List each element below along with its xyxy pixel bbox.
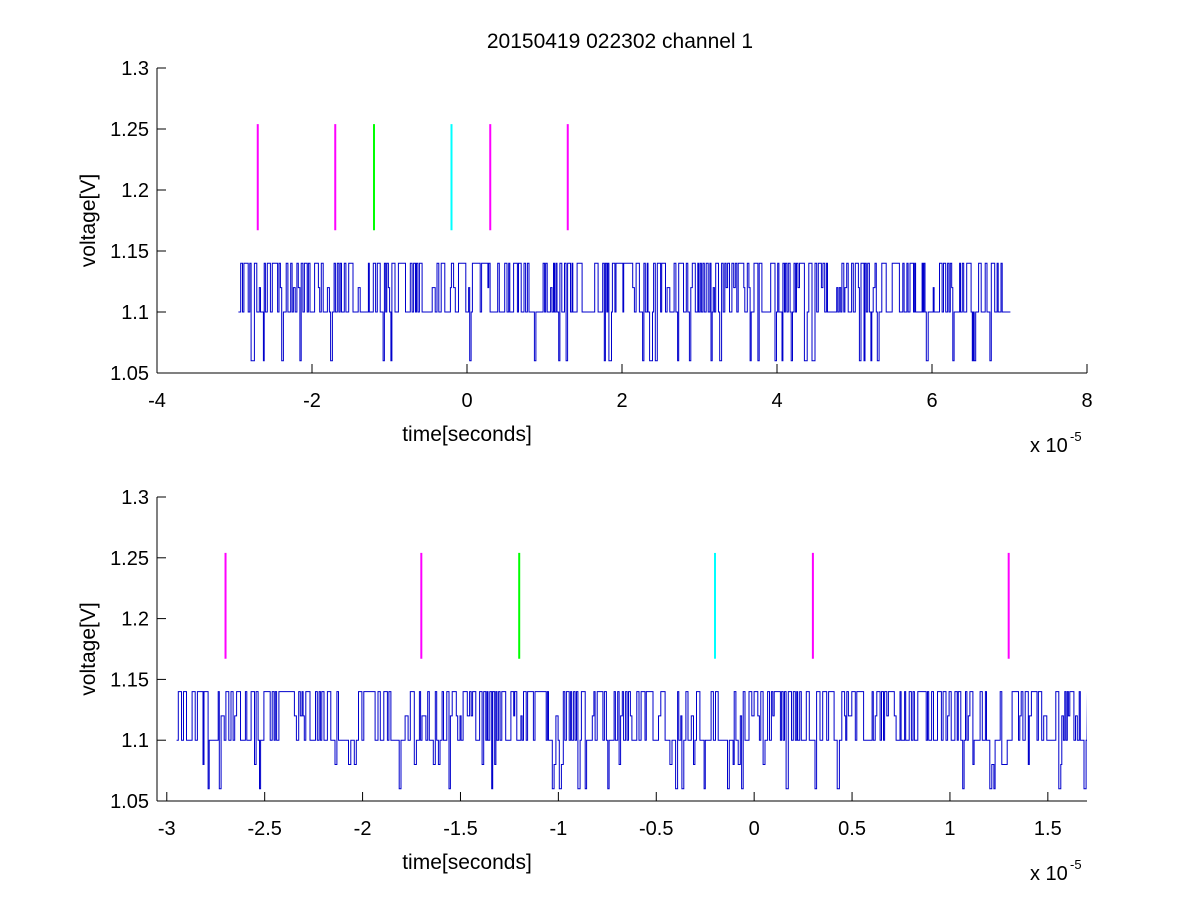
y-tick-label: 1.3	[121, 58, 149, 80]
y-tick-label: 1.05	[110, 791, 149, 813]
x-tick-label: -1.5	[443, 818, 477, 840]
x-tick-label: -3	[158, 818, 176, 840]
x-multiplier-label: x 10	[1030, 435, 1068, 457]
y-axis-label: voltage[V]	[77, 174, 100, 267]
y-tick-label: 1.25	[110, 119, 149, 141]
x-multiplier-label: x 10	[1030, 863, 1068, 885]
x-tick-label: 0	[461, 390, 472, 412]
x-multiplier-exponent: -5	[1070, 857, 1082, 872]
y-tick-label: 1.15	[110, 241, 149, 263]
x-tick-label: -2	[303, 390, 321, 412]
x-tick-label: 1	[944, 818, 955, 840]
y-tick-label: 1.3	[121, 487, 149, 509]
x-tick-label: 4	[771, 390, 782, 412]
x-multiplier-exponent: -5	[1070, 429, 1082, 444]
axes-2: 1.05 1.1 1.15 1.2 1.25 1.3 -3 -2.5 -2 -1.5 -1 -0.5 0…	[77, 487, 1087, 885]
y-tick-label: 1.2	[121, 609, 149, 631]
y-tick-label: 1.05	[110, 363, 149, 385]
figure-title: 20150419 022302 channel 1	[487, 30, 753, 53]
y-tick-label: 1.1	[121, 730, 149, 752]
x-tick-label: 2	[616, 390, 627, 412]
y-axis-label: voltage[V]	[77, 602, 100, 695]
x-tick-label: 1.5	[1034, 818, 1062, 840]
x-tick-label: -2	[354, 818, 372, 840]
x-tick-label: 6	[926, 390, 937, 412]
x-axis-label: time[seconds]	[402, 423, 532, 446]
y-tick-label: 1.25	[110, 548, 149, 570]
axes-1: 1.05 1.1 1.15 1.2 1.25 1.3 -4 -2 0 2 4 6 8 time[secon…	[77, 58, 1093, 457]
y-tick-label: 1.15	[110, 669, 149, 691]
x-tick-label: -4	[148, 390, 166, 412]
x-tick-label: -2.5	[247, 818, 281, 840]
x-tick-label: 0	[749, 818, 760, 840]
x-tick-label: -1	[549, 818, 567, 840]
y-tick-label: 1.2	[121, 180, 149, 202]
series-line-signal	[238, 262, 1011, 362]
x-tick-label: 8	[1081, 390, 1092, 412]
series-line-signal	[176, 691, 1087, 790]
x-tick-label: -0.5	[639, 818, 673, 840]
x-tick-label: 0.5	[838, 818, 866, 840]
y-tick-label: 1.1	[121, 302, 149, 324]
x-axis-label: time[seconds]	[402, 851, 532, 874]
